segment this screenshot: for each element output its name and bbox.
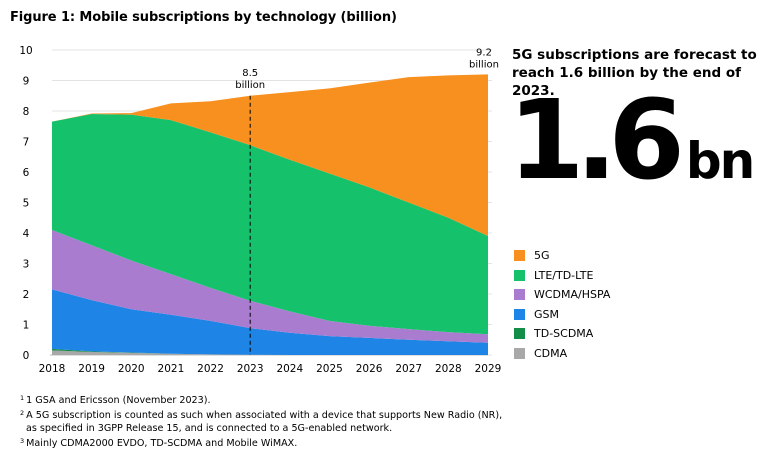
legend-label: GSM bbox=[534, 307, 559, 321]
x-tick-label: 2026 bbox=[356, 363, 383, 375]
legend-swatch bbox=[514, 328, 525, 340]
annotation-unit: billion bbox=[469, 59, 499, 70]
annotation-value: 8.5 bbox=[242, 68, 258, 79]
legend-item-lte-td-lte: LTE/TD-LTE bbox=[514, 266, 610, 286]
legend-item-td-scdma: TD-SCDMA bbox=[514, 324, 610, 344]
y-tick-label: 1 bbox=[23, 320, 30, 332]
y-tick-label: 8 bbox=[23, 106, 30, 118]
y-axis: 0 1 2 3 4 5 6 7 8 9 10 bbox=[19, 45, 32, 362]
footnote-text: as specified in 3GPP Release 15, and is … bbox=[26, 423, 393, 434]
y-tick-label: 9 bbox=[23, 76, 30, 88]
big-number-value: 1.6 bbox=[508, 76, 685, 204]
area-cdma bbox=[52, 350, 488, 355]
y-tick-label: 6 bbox=[23, 167, 30, 179]
legend-item-5g: 5G bbox=[514, 246, 610, 266]
x-tick-label: 2023 bbox=[237, 363, 264, 375]
x-tick-label: 2022 bbox=[197, 363, 224, 375]
legend-swatch bbox=[514, 250, 525, 262]
footnote-line: as specified in 3GPP Release 15, and is … bbox=[20, 422, 750, 435]
callout-text: 5G subscriptions are forecast to reach 1… bbox=[512, 47, 757, 99]
area-lte-td-lte bbox=[52, 114, 488, 335]
y-tick-label: 4 bbox=[23, 228, 30, 240]
x-axis: 2018 2019 2020 2021 2022 2023 2024 2025 2026 2027… bbox=[39, 363, 502, 375]
y-tick-label: 2 bbox=[23, 289, 30, 301]
legend-label: LTE/TD-LTE bbox=[534, 268, 594, 282]
footnote-mark: 3 bbox=[20, 437, 25, 445]
x-tick-label: 2020 bbox=[118, 363, 145, 375]
x-tick-label: 2018 bbox=[39, 363, 66, 375]
area-td-scdma bbox=[52, 348, 488, 355]
legend-swatch bbox=[514, 347, 525, 359]
x-tick-label: 2019 bbox=[78, 363, 105, 375]
y-tick-label: 0 bbox=[23, 350, 30, 362]
big-number: 1.6 bn bbox=[508, 80, 755, 221]
legend-label: CDMA bbox=[534, 346, 568, 360]
area-wcdma-hspa bbox=[52, 229, 488, 343]
legend-label: 5G bbox=[534, 249, 550, 263]
footnote-text: 1 GSA and Ericsson (November 2023). bbox=[26, 395, 211, 406]
area-5g bbox=[52, 74, 488, 237]
legend-label: WCDMA/HSPA bbox=[534, 288, 611, 302]
legend-swatch bbox=[514, 269, 525, 281]
legend: 5G LTE/TD-LTE WCDMA/HSPA GSM TD-SCDMA CDMA bbox=[514, 246, 610, 363]
footnote-mark: 2 bbox=[20, 409, 25, 417]
area-gsm bbox=[52, 289, 488, 355]
x-tick-label: 2027 bbox=[395, 363, 422, 375]
y-tick-label: 10 bbox=[19, 45, 32, 57]
x-tick-label: 2028 bbox=[435, 363, 462, 375]
x-tick-label: 2021 bbox=[158, 363, 185, 375]
legend-swatch bbox=[514, 289, 525, 301]
legend-swatch bbox=[514, 308, 525, 320]
legend-item-cdma: CDMA bbox=[514, 344, 610, 364]
y-tick-label: 7 bbox=[23, 137, 30, 149]
legend-item-wcdma-hspa: WCDMA/HSPA bbox=[514, 285, 610, 305]
footnote-text: A 5G subscription is counted as such whe… bbox=[26, 410, 503, 421]
x-tick-label: 2025 bbox=[316, 363, 343, 375]
footnote-line: 3 Mainly CDMA2000 EVDO, TD-SCDMA and Mobi… bbox=[20, 435, 750, 450]
footnote-text: Mainly CDMA2000 EVDO, TD-SCDMA and Mobil… bbox=[26, 438, 298, 449]
x-tick-label: 2024 bbox=[276, 363, 303, 375]
big-number-unit: bn bbox=[685, 132, 755, 190]
x-tick-label: 2029 bbox=[475, 363, 502, 375]
footnote-mark: 1 bbox=[20, 394, 25, 402]
y-tick-label: 5 bbox=[23, 198, 30, 210]
legend-item-gsm: GSM bbox=[514, 305, 610, 325]
stacked-areas bbox=[52, 74, 488, 355]
y-tick-label: 3 bbox=[23, 259, 30, 271]
chart-title: Figure 1: Mobile subscriptions by techno… bbox=[10, 10, 397, 25]
annotation-value: 9.2 bbox=[476, 47, 492, 58]
legend-label: TD-SCDMA bbox=[534, 327, 594, 341]
annotation-unit: billion bbox=[235, 80, 265, 91]
